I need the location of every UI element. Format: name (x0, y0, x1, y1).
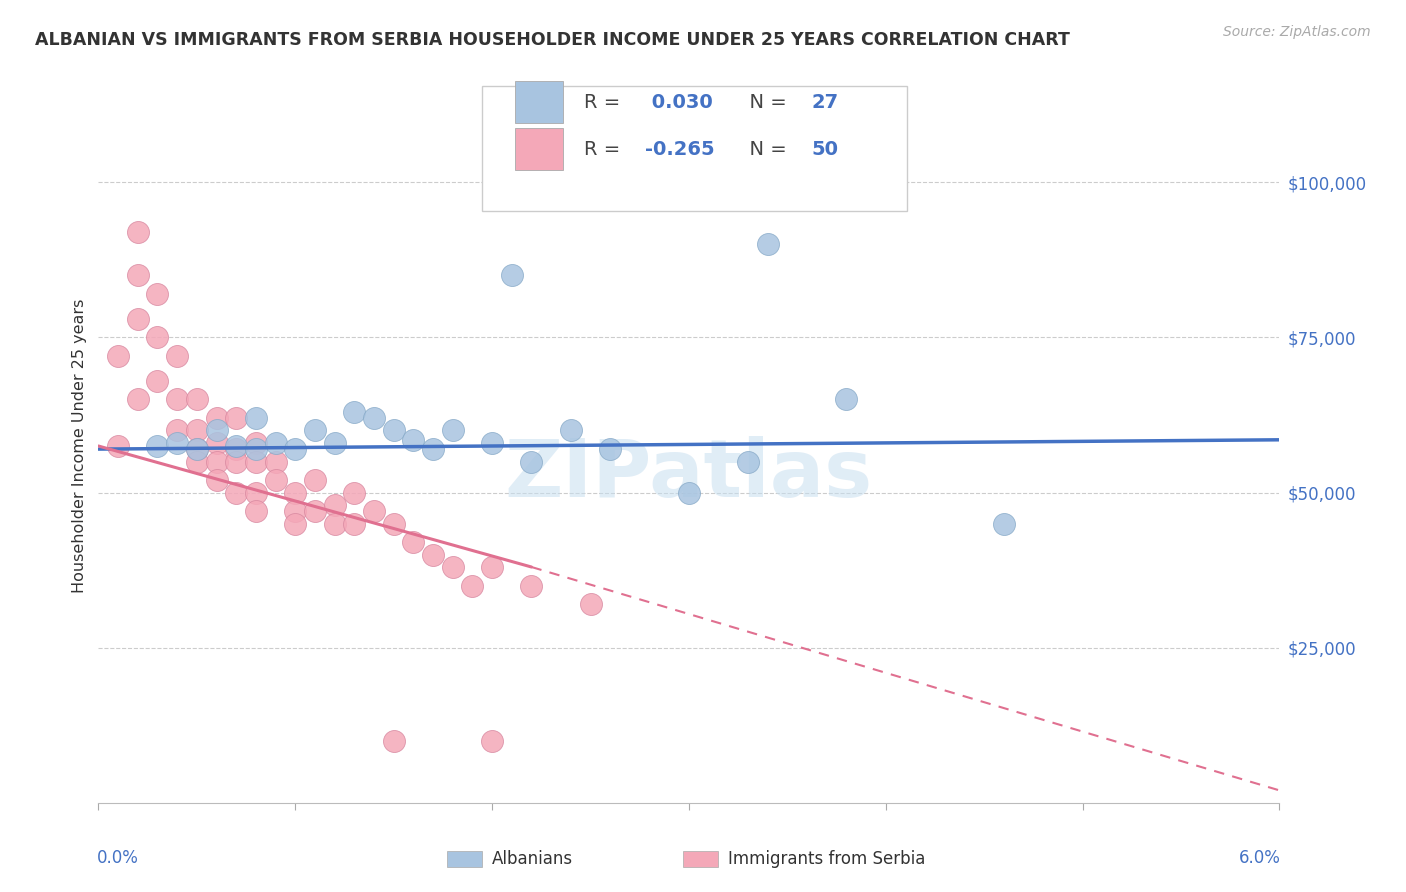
Text: 0.0%: 0.0% (97, 849, 139, 867)
Point (205, 424, 228, 438)
Point (225, 454, 247, 468)
Point (481, 560, 503, 574)
Point (146, 287, 169, 301)
Point (166, 349, 188, 363)
Point (205, 454, 228, 468)
Point (245, 411, 267, 425)
Point (205, 473, 228, 487)
Point (756, 237, 779, 252)
Point (225, 442, 247, 456)
Point (186, 442, 208, 456)
Point (363, 504, 385, 518)
Point (146, 374, 169, 388)
Point (343, 485, 366, 500)
Point (264, 473, 287, 487)
Point (186, 442, 208, 456)
FancyBboxPatch shape (482, 86, 907, 211)
Text: ZIPatlas: ZIPatlas (505, 435, 873, 514)
Text: 0.030: 0.030 (645, 93, 713, 112)
Point (166, 436, 188, 450)
Point (186, 424, 208, 438)
Point (382, 733, 405, 747)
Text: Source: ZipAtlas.com: Source: ZipAtlas.com (1223, 25, 1371, 39)
Point (146, 330, 169, 344)
Point (481, 733, 503, 747)
Point (284, 442, 307, 456)
Point (205, 411, 228, 425)
Text: R =: R = (583, 140, 626, 159)
Point (225, 411, 247, 425)
Text: 6.0%: 6.0% (1239, 849, 1281, 867)
Point (304, 504, 326, 518)
Text: N =: N = (737, 140, 793, 159)
Text: N =: N = (737, 93, 793, 112)
Point (245, 504, 267, 518)
Text: ALBANIAN VS IMMIGRANTS FROM SERBIA HOUSEHOLDER INCOME UNDER 25 YEARS CORRELATION: ALBANIAN VS IMMIGRANTS FROM SERBIA HOUSE… (35, 31, 1070, 49)
Point (481, 436, 503, 450)
Point (166, 392, 188, 407)
Y-axis label: Householder Income Under 25 years: Householder Income Under 25 years (72, 299, 87, 593)
Point (186, 454, 208, 468)
Point (422, 548, 444, 562)
Point (284, 504, 307, 518)
Point (441, 560, 464, 574)
Point (520, 579, 543, 593)
Text: Immigrants from Serbia: Immigrants from Serbia (728, 850, 925, 868)
FancyBboxPatch shape (516, 128, 562, 169)
Text: 27: 27 (811, 93, 839, 112)
Point (382, 424, 405, 438)
Point (461, 579, 484, 593)
Point (205, 436, 228, 450)
Point (737, 454, 759, 468)
Text: 50: 50 (811, 140, 839, 159)
Point (186, 392, 208, 407)
FancyBboxPatch shape (447, 851, 482, 867)
Point (560, 424, 582, 438)
Point (501, 268, 523, 283)
Point (441, 424, 464, 438)
Point (284, 485, 307, 500)
Point (323, 516, 346, 531)
Point (382, 516, 405, 531)
Point (402, 433, 425, 447)
Point (127, 311, 149, 326)
Point (323, 436, 346, 450)
Point (579, 597, 602, 611)
Point (520, 454, 543, 468)
FancyBboxPatch shape (516, 81, 562, 123)
Point (835, 392, 858, 407)
Point (363, 411, 385, 425)
Point (127, 392, 149, 407)
Point (245, 442, 267, 456)
Point (323, 498, 346, 512)
Point (284, 516, 307, 531)
Point (343, 405, 366, 419)
Point (225, 439, 247, 453)
Point (107, 439, 129, 453)
Point (422, 442, 444, 456)
Point (245, 454, 267, 468)
Point (127, 268, 149, 283)
Point (304, 424, 326, 438)
Text: -0.265: -0.265 (645, 140, 714, 159)
Point (245, 485, 267, 500)
Text: Albanians: Albanians (492, 850, 572, 868)
Point (245, 436, 267, 450)
Point (264, 454, 287, 468)
Text: R =: R = (583, 93, 626, 112)
Point (107, 349, 129, 363)
Point (599, 442, 621, 456)
Point (225, 485, 247, 500)
Point (166, 424, 188, 438)
FancyBboxPatch shape (683, 851, 718, 867)
Point (146, 439, 169, 453)
Point (127, 225, 149, 239)
Point (993, 516, 1015, 531)
Point (402, 535, 425, 549)
Point (343, 516, 366, 531)
Point (304, 473, 326, 487)
Point (678, 485, 700, 500)
Point (264, 436, 287, 450)
